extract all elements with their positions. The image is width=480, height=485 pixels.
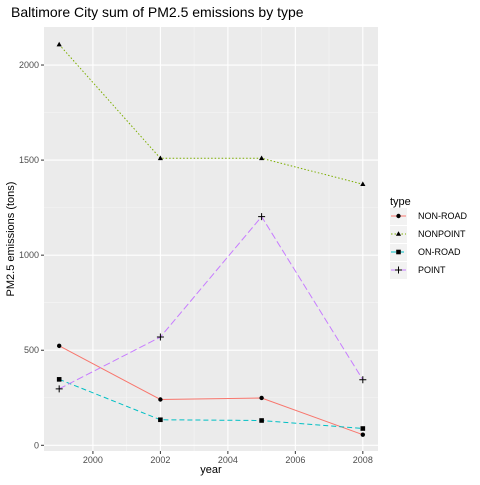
series-line xyxy=(58,44,363,185)
x-axis-title: year xyxy=(200,464,222,476)
data-point-marker xyxy=(259,395,264,401)
plot-panel xyxy=(44,27,378,451)
data-point-marker xyxy=(56,41,62,47)
series-point xyxy=(55,213,367,393)
legend-item: NONPOINT xyxy=(390,226,466,243)
series-nonpoint xyxy=(56,41,366,187)
data-point-marker xyxy=(156,333,164,341)
data-point-marker xyxy=(360,426,366,431)
data-point-marker xyxy=(157,155,163,161)
x-tick-label: 2004 xyxy=(218,455,238,465)
series-group xyxy=(55,41,367,437)
legend-marker xyxy=(395,231,402,236)
chart-title: Baltimore City sum of PM2.5 emissions by… xyxy=(11,4,304,20)
x-tick-label: 2008 xyxy=(353,455,373,465)
series-line xyxy=(58,215,364,390)
legend-label: NONPOINT xyxy=(418,229,466,239)
data-point-marker xyxy=(259,155,265,161)
series-line xyxy=(58,378,363,430)
legend-label: POINT xyxy=(418,265,446,275)
data-point-marker xyxy=(55,385,63,393)
legend-item: POINT xyxy=(390,262,446,279)
legend-marker xyxy=(396,213,401,219)
series-line xyxy=(58,345,363,436)
y-tick-label: 0 xyxy=(34,440,39,450)
y-tick-label: 2000 xyxy=(19,60,39,70)
data-point-marker xyxy=(359,376,367,384)
series-non-road xyxy=(56,343,366,437)
y-tick-label: 500 xyxy=(24,345,39,355)
data-point-marker xyxy=(158,417,163,423)
x-tick-label: 2002 xyxy=(150,455,170,465)
legend-marker xyxy=(396,249,401,255)
data-point-marker xyxy=(158,397,163,402)
axis-ticks: 2000 2002 2004 2006 2008 0 500 1000 1500 2000 xyxy=(19,60,373,465)
legend-marker xyxy=(395,266,402,274)
legend-title: type xyxy=(390,196,411,208)
legend: NON-ROAD NONPOINT ON-ROAD POINT xyxy=(390,208,467,279)
y-tick-label: 1000 xyxy=(19,250,39,260)
legend-label: NON-ROAD xyxy=(418,211,467,221)
data-point-marker xyxy=(258,213,266,221)
series-on-road xyxy=(56,377,366,431)
legend-item: NON-ROAD xyxy=(390,208,467,225)
x-tick-label: 2000 xyxy=(83,455,103,465)
x-tick-label: 2006 xyxy=(285,455,305,465)
data-point-marker xyxy=(360,432,366,437)
data-point-marker xyxy=(360,181,366,187)
y-tick-label: 1500 xyxy=(19,155,39,165)
data-point-marker xyxy=(259,418,264,423)
y-axis-title: PM2.5 emissions (tons) xyxy=(5,182,17,297)
data-point-marker xyxy=(56,343,62,349)
legend-label: ON-ROAD xyxy=(418,247,461,257)
data-point-marker xyxy=(56,377,62,382)
legend-item: ON-ROAD xyxy=(390,244,461,261)
